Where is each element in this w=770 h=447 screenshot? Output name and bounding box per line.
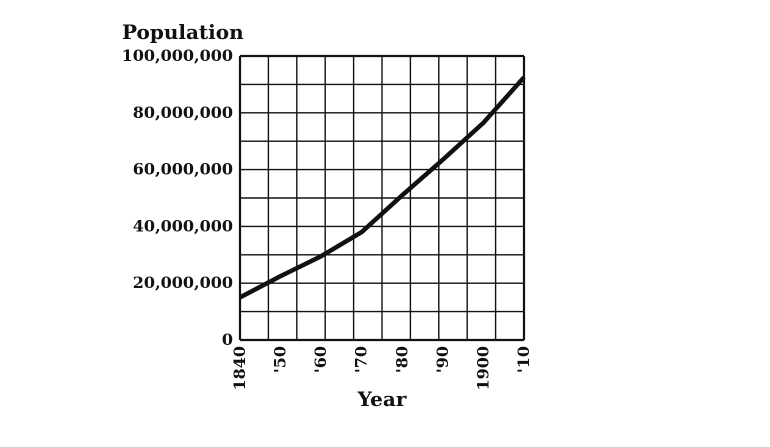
y-tick-label: 100,000,000 <box>122 46 233 65</box>
y-tick-label: 60,000,000 <box>133 160 233 179</box>
series-line <box>238 75 526 300</box>
y-tick-label: 40,000,000 <box>133 216 233 235</box>
y-tick-label: 80,000,000 <box>133 103 233 122</box>
x-tick-label: '90 <box>433 346 452 373</box>
series-layer <box>238 75 526 300</box>
y-tick-label: 0 <box>222 330 233 349</box>
x-tick-label: '80 <box>392 346 411 373</box>
y-axis-ticks: 0 20,000,000 40,000,000 60,000,000 80,000,00… <box>122 46 233 349</box>
x-tick-label: 1840 <box>230 346 249 391</box>
y-tick-label: 20,000,000 <box>133 273 233 292</box>
chart-title: Population <box>122 20 244 44</box>
x-tick-label: '70 <box>352 346 371 373</box>
x-tick-label: '60 <box>311 346 330 373</box>
x-axis-ticks: 1840 '50 '60 '70 '80 '90 1900 '10 <box>230 346 533 391</box>
x-tick-label: 1900 <box>473 346 492 391</box>
x-tick-label: '50 <box>271 346 290 373</box>
x-tick-label: '10 <box>514 346 533 373</box>
grid <box>238 54 526 342</box>
x-axis-title: Year <box>357 387 407 411</box>
